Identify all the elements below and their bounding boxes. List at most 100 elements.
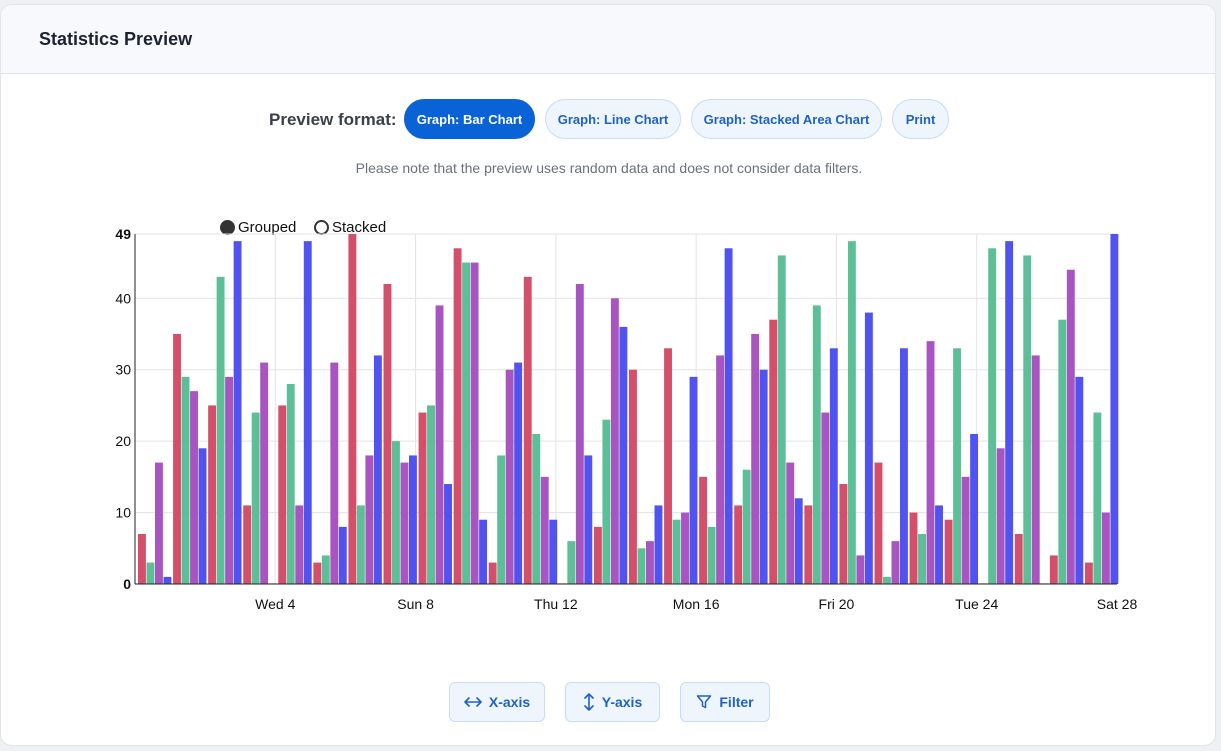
bar: [1110, 234, 1119, 584]
bar: [996, 448, 1005, 584]
bar: [225, 376, 234, 584]
bar: [313, 562, 322, 584]
bar: [1014, 534, 1023, 584]
bar: [786, 462, 795, 584]
y-tick-label: 0: [123, 576, 131, 592]
bar: [155, 462, 163, 584]
bar: [532, 434, 541, 584]
bar: [812, 305, 821, 584]
bar: [970, 434, 979, 584]
bar: [918, 534, 926, 584]
page-title: Statistics Preview: [39, 29, 193, 49]
bar: [602, 419, 611, 584]
bar: [216, 276, 225, 584]
bar: [409, 455, 417, 584]
bar: [891, 541, 900, 584]
bar: [654, 505, 663, 584]
stacked-radio-label: Stacked: [332, 219, 387, 236]
bar: [549, 519, 558, 584]
bar: [1005, 241, 1014, 584]
bar: [646, 541, 654, 584]
bar: [286, 384, 295, 584]
y-axis-button[interactable]: Y-axis: [565, 682, 660, 722]
bar: [505, 369, 514, 584]
bar: [821, 412, 830, 584]
preview-format-row: Preview format: Graph: Bar Chart Graph: …: [1, 99, 1215, 139]
bar: [523, 276, 532, 584]
preview-note: Please note that the preview uses random…: [355, 160, 863, 176]
bar: [900, 348, 908, 584]
y-tick-label: 49: [115, 226, 131, 242]
bar: [584, 455, 593, 584]
bar: [804, 505, 813, 584]
bar: [243, 505, 252, 584]
bar: [138, 534, 146, 584]
bar: [514, 362, 523, 584]
stacked-area-chart-format-button[interactable]: Graph: Stacked Area Chart: [691, 99, 882, 139]
bar: [716, 355, 725, 584]
bar: [935, 505, 943, 584]
bar: [400, 462, 409, 584]
bar: [1023, 255, 1032, 584]
bar: [260, 362, 269, 584]
print-format-button[interactable]: Print: [892, 99, 949, 139]
bar: [681, 512, 689, 584]
bar: [348, 234, 357, 584]
bar: [435, 305, 444, 584]
bar: [1058, 319, 1067, 584]
y-tick-label: 10: [115, 505, 131, 521]
bar: [321, 555, 330, 584]
bar: [208, 405, 217, 584]
bar: [233, 241, 242, 584]
horizontal-arrows-icon: [464, 697, 482, 707]
bar: [839, 484, 848, 584]
bar: [146, 562, 155, 584]
bar: [699, 476, 708, 584]
bar: [338, 526, 347, 584]
bar: [610, 298, 619, 584]
statistics-preview-card: Statistics Preview Preview format: Graph…: [0, 4, 1216, 746]
bar: [198, 448, 207, 584]
filter-button-label: Filter: [719, 694, 754, 710]
preview-format-label: Preview format:: [269, 110, 397, 129]
vertical-arrows-icon: [583, 693, 594, 711]
bar: [593, 526, 602, 584]
bar: [1084, 562, 1093, 584]
line-chart-format-button[interactable]: Graph: Line Chart: [545, 99, 681, 139]
bar: [829, 348, 838, 584]
bar: [462, 262, 471, 584]
bar: [883, 576, 891, 584]
x-axis-button[interactable]: X-axis: [449, 682, 545, 722]
bar: [575, 284, 584, 584]
bar: [567, 541, 576, 584]
bar-chart: 0 10 20 30 40 49 Wed 4 Sun 8 Thu 12 Mon 16 Fri 20 T…: [115, 226, 1138, 612]
bar: [1075, 376, 1084, 584]
funnel-icon: [697, 695, 712, 709]
bar-chart-format-button[interactable]: Graph: Bar Chart: [404, 99, 535, 139]
bar: [303, 241, 312, 584]
bar: [190, 391, 198, 584]
filter-button[interactable]: Filter: [680, 682, 770, 722]
x-tick-label: Thu 12: [534, 596, 578, 612]
bar: [759, 369, 768, 584]
x-tick-label: Sat 28: [1097, 596, 1138, 612]
bar: [181, 376, 190, 584]
bar: [689, 376, 698, 584]
bar: [365, 455, 374, 584]
bar: [418, 412, 427, 584]
bar: [330, 362, 339, 584]
bar: [497, 455, 506, 584]
bar: [953, 348, 962, 584]
bar: [874, 462, 883, 584]
bar: [847, 241, 856, 584]
bar: [769, 319, 778, 584]
bar: [742, 469, 751, 584]
bar: [794, 498, 803, 584]
bar: [988, 248, 997, 585]
bar: [856, 555, 865, 584]
bar: [1101, 512, 1110, 584]
bar: [724, 248, 733, 585]
bar: [392, 441, 400, 584]
bar: [173, 334, 181, 584]
y-axis-button-label: Y-axis: [601, 694, 643, 710]
